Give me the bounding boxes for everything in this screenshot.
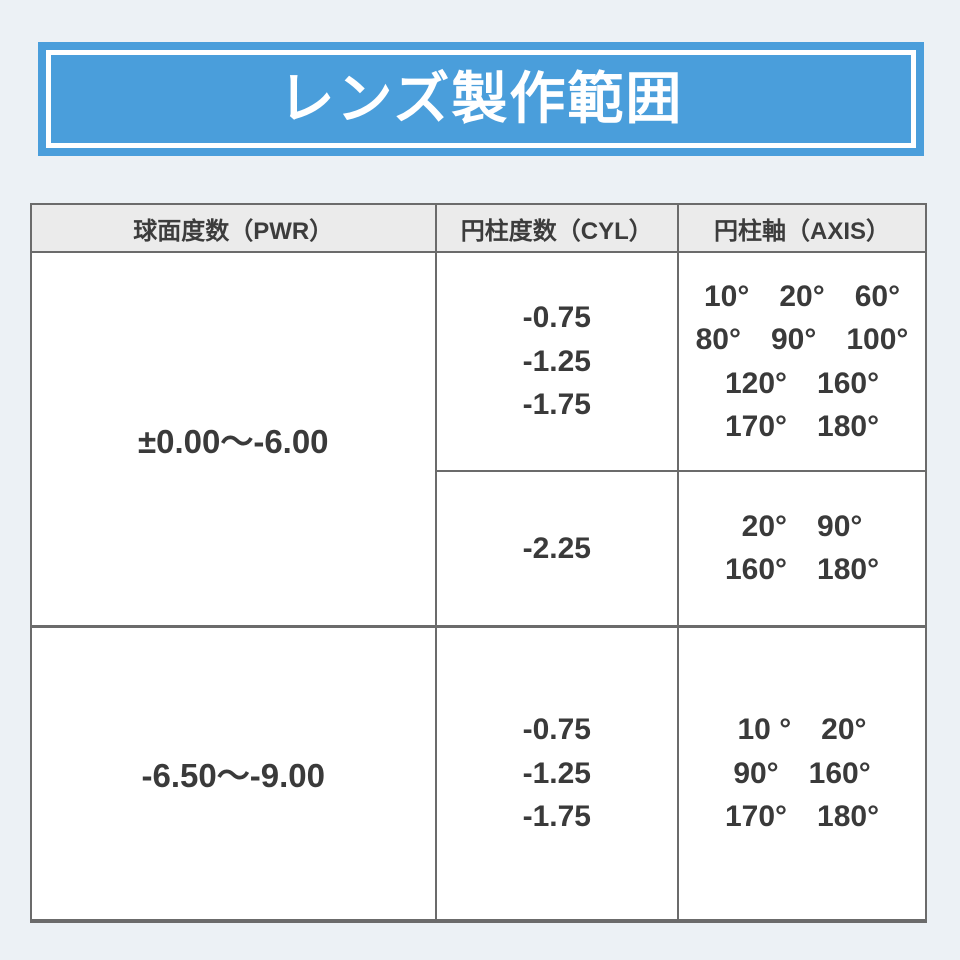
column-header-cyl: 円柱度数（CYL）	[434, 203, 680, 253]
column-header-pwr: 球面度数（PWR）	[30, 203, 437, 253]
table-row: -2.25 20° 90° 160° 180°	[31, 470, 927, 627]
axis-values-cell-2: 10 ° 20° 90° 160° 170° 180°	[677, 624, 927, 922]
axis-values-line: 80° 90° 100°	[695, 323, 909, 356]
cyl-values-cell-1a: -0.75 -1.25 -1.75	[434, 251, 680, 472]
title-banner: レンズ製作範囲	[38, 42, 924, 156]
axis-values-line: 90° 160°	[733, 756, 871, 790]
table-header-row: 球面度数（PWR） 円柱度数（CYL） 円柱軸（AXIS）	[30, 203, 927, 253]
lens-range-table-container: 球面度数（PWR） 円柱度数（CYL） 円柱軸（AXIS） ±0.00〜-6.0…	[30, 203, 927, 923]
axis-values-line: 120° 160°	[724, 366, 880, 400]
cyl-values-cell-2: -0.75 -1.25 -1.75	[434, 624, 680, 922]
cyl-value: -1.75	[522, 800, 591, 833]
axis-values-cell-1a: 10° 20° 60° 80° 90° 100° 120° 160° 170° …	[677, 251, 927, 472]
page-title: レンズ製作範囲	[278, 67, 684, 130]
axis-values-line: 170° 180°	[724, 800, 880, 833]
table-row: -6.50〜-9.00 -0.75 -1.25 -1.75 10 ° 20° 9…	[30, 624, 927, 922]
cyl-value: -2.25	[522, 531, 591, 565]
cyl-value: -1.25	[522, 344, 591, 378]
axis-values-line: 160° 180°	[724, 553, 880, 587]
axis-values-cell-1b: 20° 90° 160° 180°	[677, 470, 927, 627]
cyl-value: -0.75	[522, 301, 591, 335]
table-row: ±0.00〜-6.00 -0.75 -1.25 -1.75 10° 20° 60…	[30, 251, 927, 627]
cyl-value: -0.75	[522, 713, 591, 746]
cyl-values-cell-1b: -2.25	[434, 470, 680, 627]
lens-range-table: 球面度数（PWR） 円柱度数（CYL） 円柱軸（AXIS） ±0.00〜-6.0…	[30, 203, 927, 923]
title-banner-inner-frame: レンズ製作範囲	[46, 50, 916, 148]
pwr-range-cell-2: -6.50〜-9.00	[30, 624, 437, 922]
axis-values-line: 10 ° 20°	[737, 713, 867, 746]
cyl-value: -1.25	[522, 756, 591, 790]
axis-values-line: 170° 180°	[724, 410, 880, 443]
pwr-range-cell-1: ±0.00〜-6.00	[30, 251, 437, 627]
cyl-value: -1.75	[522, 388, 591, 422]
axis-values-line: 20° 90°	[741, 509, 863, 543]
axis-values-line: 10° 20° 60°	[703, 279, 901, 313]
column-header-axis: 円柱軸（AXIS）	[677, 203, 927, 253]
